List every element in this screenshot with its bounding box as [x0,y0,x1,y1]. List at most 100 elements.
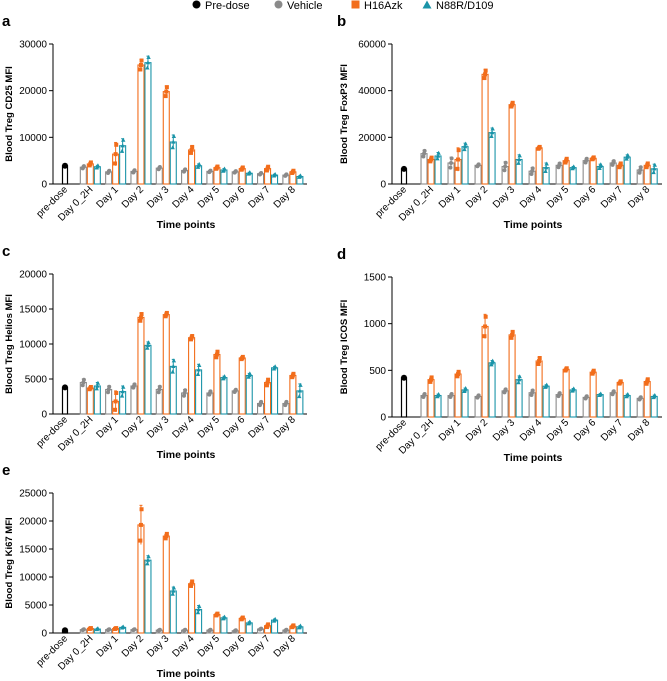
bar-n88r-d109 [515,379,523,418]
point-n88r-d109 [516,157,522,162]
chart-panel-c: c 0 5000 10000 15000 20000 Blood Treg Helios M… [2,243,307,461]
y-tick-label: 30000 [19,40,47,51]
bar-predose [61,386,69,415]
point-n88r-d109 [170,145,175,150]
point-n88r-d109 [171,139,176,144]
y-tick-label: 0 [41,410,47,421]
point-vehicle [476,162,481,167]
legend-label: H16Azk [364,0,403,12]
point-h16azk [164,89,169,94]
point-vehicle [284,399,289,404]
x-tick-label: Day 8 [626,417,653,444]
point-h16azk [645,379,650,384]
point-h16azk [564,156,569,161]
point-n88r-d109 [196,363,202,368]
legend-item-predose: Pre-dose [192,0,250,14]
point-h16azk [483,314,488,319]
point-n88r-d109 [297,394,302,399]
bar-n88r-d109 [195,369,203,415]
point-h16azk [266,377,271,382]
legend-item-h16azk: H16Azk [351,0,403,14]
point-h16azk [510,100,515,105]
point-h16azk [429,375,434,380]
point-vehicle [638,395,643,400]
legend-item-vehicle: Vehicle [274,0,322,14]
point-h16azk [114,142,119,147]
point-n88r-d109 [298,173,303,178]
point-h16azk [164,85,169,90]
point-h16azk [291,371,296,376]
point-h16azk [138,315,143,320]
point-h16azk [564,366,569,371]
point-h16azk [456,372,461,377]
y-tick-label: 500 [369,366,386,377]
point-n88r-d109 [170,369,175,374]
bar-vehicle [79,381,87,415]
point-h16azk [190,144,195,149]
point-n88r-d109 [516,377,522,382]
point-vehicle [233,628,238,633]
point-n88r-d109 [490,126,495,131]
point-n88r-d109 [543,165,549,170]
point-predose [62,627,68,634]
point-n88r-d109 [222,614,227,619]
point-n88r-d109 [463,386,468,391]
point-h16azk [138,67,143,72]
point-h16azk [214,352,219,357]
point-vehicle [132,168,137,173]
x-tick-label: Day 5 [545,417,572,444]
bar-h16azk [589,371,597,418]
point-predose [401,374,407,381]
point-h16azk [164,310,169,315]
point-vehicle [208,168,213,173]
point-h16azk [509,335,514,340]
y-tick-label: 10000 [19,133,47,144]
y-tick-label: 0 [380,180,386,191]
x-tick-label: Day 7 [246,414,273,441]
x-tick-label: Day 7 [246,633,273,660]
point-vehicle [183,388,188,393]
bar-h16azk [188,149,196,185]
point-n88r-d109 [516,380,521,385]
panel-label: c [2,243,10,260]
point-n88r-d109 [543,169,548,173]
point-h16azk [215,349,220,354]
y-axis-title: Blood Treg Ki67 MFI [4,517,15,608]
point-n88r-d109 [196,603,202,608]
point-n88r-d109 [297,388,303,393]
point-n88r-d109 [598,162,603,167]
point-n88r-d109 [171,585,177,590]
point-n88r-d109 [625,392,630,397]
point-h16azk [114,626,119,631]
point-vehicle [157,627,162,632]
panel-label: e [2,462,10,479]
point-n88r-d109 [571,386,576,391]
bar-n88r-d109 [461,389,469,418]
point-n88r-d109 [436,392,441,397]
bar-n88r-d109 [488,132,496,185]
point-h16azk [264,383,269,388]
point-n88r-d109 [652,392,657,397]
point-h16azk [428,379,433,384]
point-h16azk [482,76,487,81]
point-n88r-d109 [517,153,522,158]
x-tick-label: Day 4 [170,414,197,441]
point-h16azk [266,622,271,627]
point-n88r-d109 [544,161,549,166]
point-vehicle [132,382,137,387]
point-n88r-d109 [171,134,177,138]
point-n88r-d109 [247,170,253,175]
point-vehicle [530,166,535,171]
point-h16azk [591,368,596,373]
legend-item-n88r-d109: N88R/D109 [422,0,493,14]
point-h16azk [240,165,245,170]
bar-h16azk [454,373,462,418]
point-vehicle [422,392,427,397]
point-h16azk [164,534,169,539]
x-tick-label: Day 4 [170,633,197,660]
point-n88r-d109 [490,358,495,363]
point-vehicle [157,165,162,170]
point-vehicle [107,627,112,632]
point-vehicle [557,161,562,166]
